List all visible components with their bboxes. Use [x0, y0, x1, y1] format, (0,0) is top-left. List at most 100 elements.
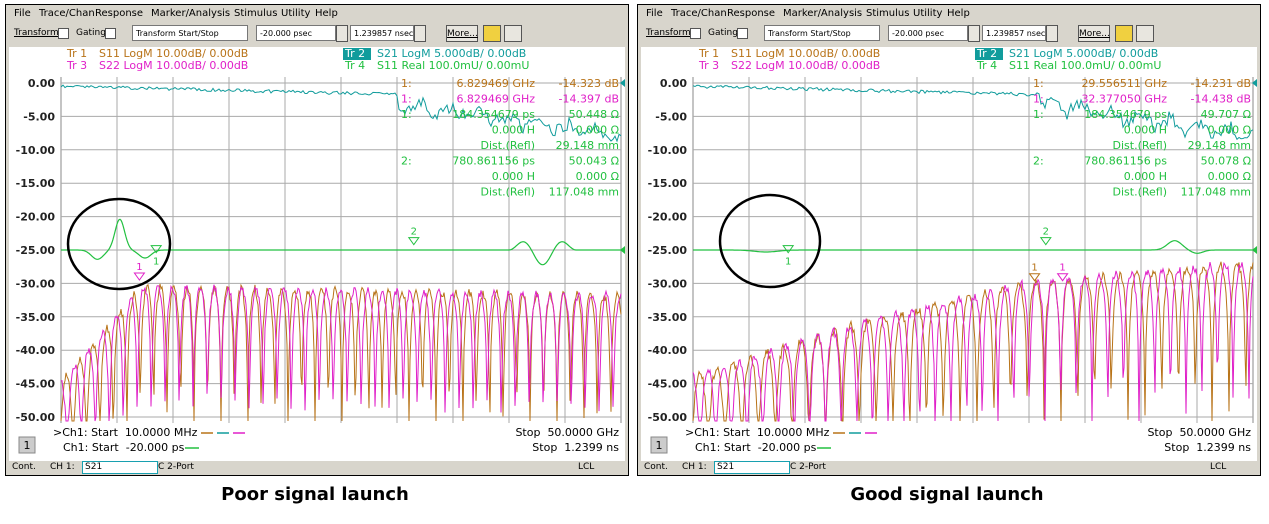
vna-window: File Trace/Chan Response Marker/Analysis Sti…	[5, 4, 629, 476]
menu-item[interactable]: Help	[315, 8, 338, 19]
menu-item[interactable]: Trace/Chan	[671, 8, 727, 19]
marker-number: 2	[1043, 227, 1049, 238]
marker-number: 1	[1059, 263, 1065, 274]
marker-result: 50.078 Ω	[1201, 155, 1251, 168]
stop-time: Stop 1.2399 ns	[1164, 441, 1251, 454]
y-tick-label: -40.00	[16, 344, 56, 357]
channel-button	[650, 436, 668, 454]
status-channel: CH 1:	[50, 462, 75, 472]
highlight-circle	[66, 197, 172, 291]
status-param: S21	[714, 461, 790, 474]
menu-item[interactable]: Marker/Analysis	[783, 8, 863, 19]
help-button[interactable]	[1115, 25, 1133, 42]
y-tick-label: 0.00	[28, 77, 55, 90]
start-spin[interactable]	[968, 25, 980, 42]
stop-input[interactable]: 1.239857 nsec	[982, 25, 1046, 41]
y-tick-label: 0.00	[660, 77, 687, 90]
marker-triangle	[133, 272, 146, 281]
trace-id: Tr 3	[66, 59, 87, 72]
marker-result: 50.448 Ω	[569, 108, 619, 121]
marker-result: 0.000 Ω	[1208, 124, 1251, 137]
help-button[interactable]	[483, 25, 501, 42]
marker-id: 1:	[401, 77, 412, 90]
menu-item[interactable]: Help	[947, 8, 970, 19]
marker-result: -14.231 dB	[1191, 77, 1251, 90]
ref-arrow	[620, 246, 625, 254]
transform-checkbox[interactable]	[58, 28, 69, 39]
gating-label: Gating	[708, 28, 738, 38]
transform-checkbox[interactable]	[690, 28, 701, 39]
y-tick-label: -15.00	[648, 177, 688, 190]
marker-id: 2:	[401, 155, 412, 168]
menu-item[interactable]: Response	[727, 8, 776, 19]
marker-number: 1	[136, 262, 142, 273]
mode-select[interactable]: Transform Start/Stop	[764, 25, 880, 41]
marker-value: 32.377050 GHz	[1081, 93, 1167, 106]
vna-window: File Trace/Chan Response Marker/Analysis Sti…	[637, 4, 1261, 476]
more-button[interactable]: More...	[1078, 25, 1110, 42]
y-tick-label: -35.00	[648, 311, 688, 324]
menu-item[interactable]: Trace/Chan	[39, 8, 95, 19]
transform-label: Transform	[646, 28, 691, 38]
y-tick-label: -45.00	[16, 378, 56, 391]
menu-item[interactable]: Utility	[281, 8, 311, 19]
marker-result: 0.000 Ω	[576, 124, 619, 137]
y-tick-label: -50.00	[16, 411, 56, 424]
menu-item[interactable]: Utility	[913, 8, 943, 19]
marker-value: 29.556511 GHz	[1081, 77, 1167, 90]
trace-desc: S11 LogM 10.00dB/ 0.00dB	[99, 47, 248, 60]
marker-result: 49.707 Ω	[1201, 108, 1251, 121]
y-tick-label: -50.00	[648, 411, 688, 424]
status-cal: C 2-Port	[790, 462, 826, 472]
trace-id: Tr 4	[344, 59, 365, 72]
trace-desc: S11 LogM 10.00dB/ 0.00dB	[731, 47, 880, 60]
gating-checkbox[interactable]	[105, 28, 116, 39]
status-mode: Cont.	[12, 462, 36, 472]
display: Tr 1 S11 LogM 10.00dB/ 0.00dB Tr 3 S22 LogM…	[641, 47, 1257, 461]
marker-value: 184.354679 ps	[452, 108, 535, 121]
transform-label: Transform	[14, 28, 59, 38]
marker-id: 1:	[1033, 93, 1044, 106]
menu-item[interactable]: File	[646, 8, 663, 19]
stop-freq: Stop 50.0000 GHz	[1147, 426, 1251, 439]
start-input[interactable]: -20.000 psec	[256, 25, 336, 41]
marker-result: -14.438 dB	[1191, 93, 1251, 106]
caption: Poor signal launch	[221, 484, 409, 505]
y-tick-label: -15.00	[16, 177, 56, 190]
start-spin[interactable]	[336, 25, 348, 42]
marker-result: -14.323 dB	[559, 77, 619, 90]
y-tick-label: -20.00	[648, 211, 688, 224]
marker-triangle	[1039, 237, 1052, 246]
stop-spin[interactable]	[414, 25, 426, 42]
close-button[interactable]	[504, 25, 522, 42]
y-tick-label: -40.00	[648, 344, 688, 357]
ref-arrow	[1252, 79, 1257, 87]
marker-value: 6.829469 GHz	[456, 77, 535, 90]
menu-item[interactable]: Stimulus	[866, 8, 910, 19]
status-bar: Cont. CH 1: S21 C 2-Port LCL	[6, 461, 628, 475]
status-ref: LCL	[1210, 462, 1227, 472]
gating-label: Gating	[76, 28, 106, 38]
trace-desc: S21 LogM 5.000dB/ 0.00dB	[377, 47, 526, 60]
start-input[interactable]: -20.000 psec	[888, 25, 968, 41]
close-button[interactable]	[1136, 25, 1154, 42]
status-param: S21	[82, 461, 158, 474]
mode-select[interactable]: Transform Start/Stop	[132, 25, 248, 41]
marker-id: 1:	[401, 93, 412, 106]
marker-triangle	[1028, 273, 1041, 282]
more-button[interactable]: More...	[446, 25, 478, 42]
y-tick-label: -10.00	[648, 144, 688, 157]
channel-number: 1	[656, 439, 663, 452]
stop-input[interactable]: 1.239857 nsec	[350, 25, 414, 41]
gating-checkbox[interactable]	[737, 28, 748, 39]
menu-item[interactable]: Stimulus	[234, 8, 278, 19]
trace-desc: S21 LogM 5.000dB/ 0.00dB	[1009, 47, 1158, 60]
marker-id: 1:	[1033, 77, 1044, 90]
marker-result: 0.000 Ω	[1208, 170, 1251, 183]
status-cal: C 2-Port	[158, 462, 194, 472]
menu-item[interactable]: File	[14, 8, 31, 19]
stop-spin[interactable]	[1046, 25, 1058, 42]
menu-item[interactable]: Response	[95, 8, 144, 19]
y-tick-label: -30.00	[648, 277, 688, 290]
menu-item[interactable]: Marker/Analysis	[151, 8, 231, 19]
